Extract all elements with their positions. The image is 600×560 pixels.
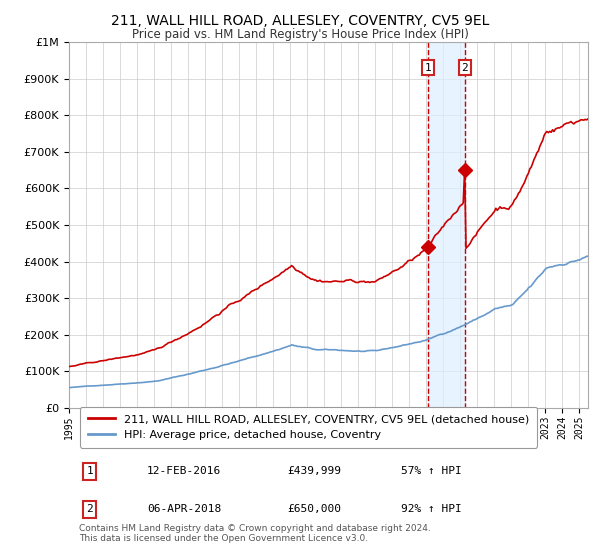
Text: £439,999: £439,999 (287, 466, 341, 477)
Text: Contains HM Land Registry data © Crown copyright and database right 2024.
This d: Contains HM Land Registry data © Crown c… (79, 524, 431, 543)
Text: 06-APR-2018: 06-APR-2018 (147, 505, 221, 515)
Text: 57% ↑ HPI: 57% ↑ HPI (401, 466, 462, 477)
Text: 2: 2 (461, 63, 469, 73)
Text: 1: 1 (425, 63, 431, 73)
Bar (428, 42, 465, 408)
Text: £650,000: £650,000 (287, 505, 341, 515)
Text: 1: 1 (86, 466, 93, 477)
Text: 2: 2 (86, 505, 93, 515)
Legend: 211, WALL HILL ROAD, ALLESLEY, COVENTRY, CV5 9EL (detached house), HPI: Average : 211, WALL HILL ROAD, ALLESLEY, COVENTRY,… (80, 407, 537, 447)
Text: 12-FEB-2016: 12-FEB-2016 (147, 466, 221, 477)
Text: 92% ↑ HPI: 92% ↑ HPI (401, 505, 462, 515)
Text: Price paid vs. HM Land Registry's House Price Index (HPI): Price paid vs. HM Land Registry's House … (131, 28, 469, 41)
Text: 211, WALL HILL ROAD, ALLESLEY, COVENTRY, CV5 9EL: 211, WALL HILL ROAD, ALLESLEY, COVENTRY,… (111, 14, 489, 28)
